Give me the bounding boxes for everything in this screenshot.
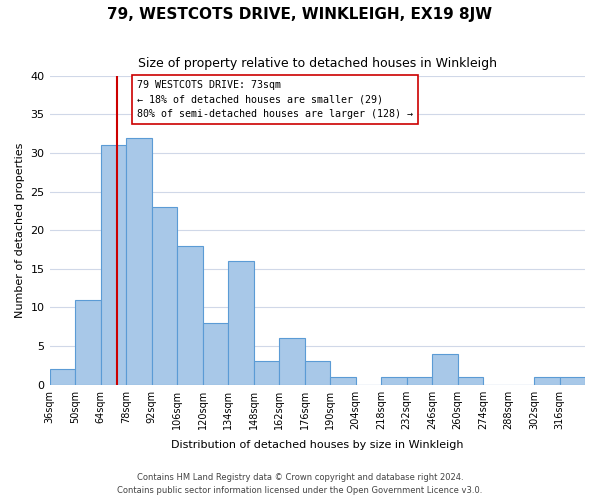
Text: 79, WESTCOTS DRIVE, WINKLEIGH, EX19 8JW: 79, WESTCOTS DRIVE, WINKLEIGH, EX19 8JW xyxy=(107,8,493,22)
Bar xyxy=(228,261,254,384)
Bar xyxy=(75,300,101,384)
Bar xyxy=(50,369,75,384)
Bar xyxy=(152,207,177,384)
Bar xyxy=(534,377,560,384)
X-axis label: Distribution of detached houses by size in Winkleigh: Distribution of detached houses by size … xyxy=(171,440,464,450)
Text: Contains HM Land Registry data © Crown copyright and database right 2024.
Contai: Contains HM Land Registry data © Crown c… xyxy=(118,473,482,495)
Bar xyxy=(560,377,585,384)
Bar xyxy=(101,146,126,384)
Bar xyxy=(279,338,305,384)
Text: 79 WESTCOTS DRIVE: 73sqm
← 18% of detached houses are smaller (29)
80% of semi-d: 79 WESTCOTS DRIVE: 73sqm ← 18% of detach… xyxy=(137,80,413,120)
Title: Size of property relative to detached houses in Winkleigh: Size of property relative to detached ho… xyxy=(138,58,497,70)
Bar xyxy=(305,362,330,384)
Bar xyxy=(407,377,432,384)
Bar xyxy=(381,377,407,384)
Bar xyxy=(203,323,228,384)
Bar xyxy=(458,377,483,384)
Bar xyxy=(126,138,152,384)
Bar xyxy=(330,377,356,384)
Y-axis label: Number of detached properties: Number of detached properties xyxy=(15,142,25,318)
Bar xyxy=(177,246,203,384)
Bar xyxy=(254,362,279,384)
Bar xyxy=(432,354,458,384)
